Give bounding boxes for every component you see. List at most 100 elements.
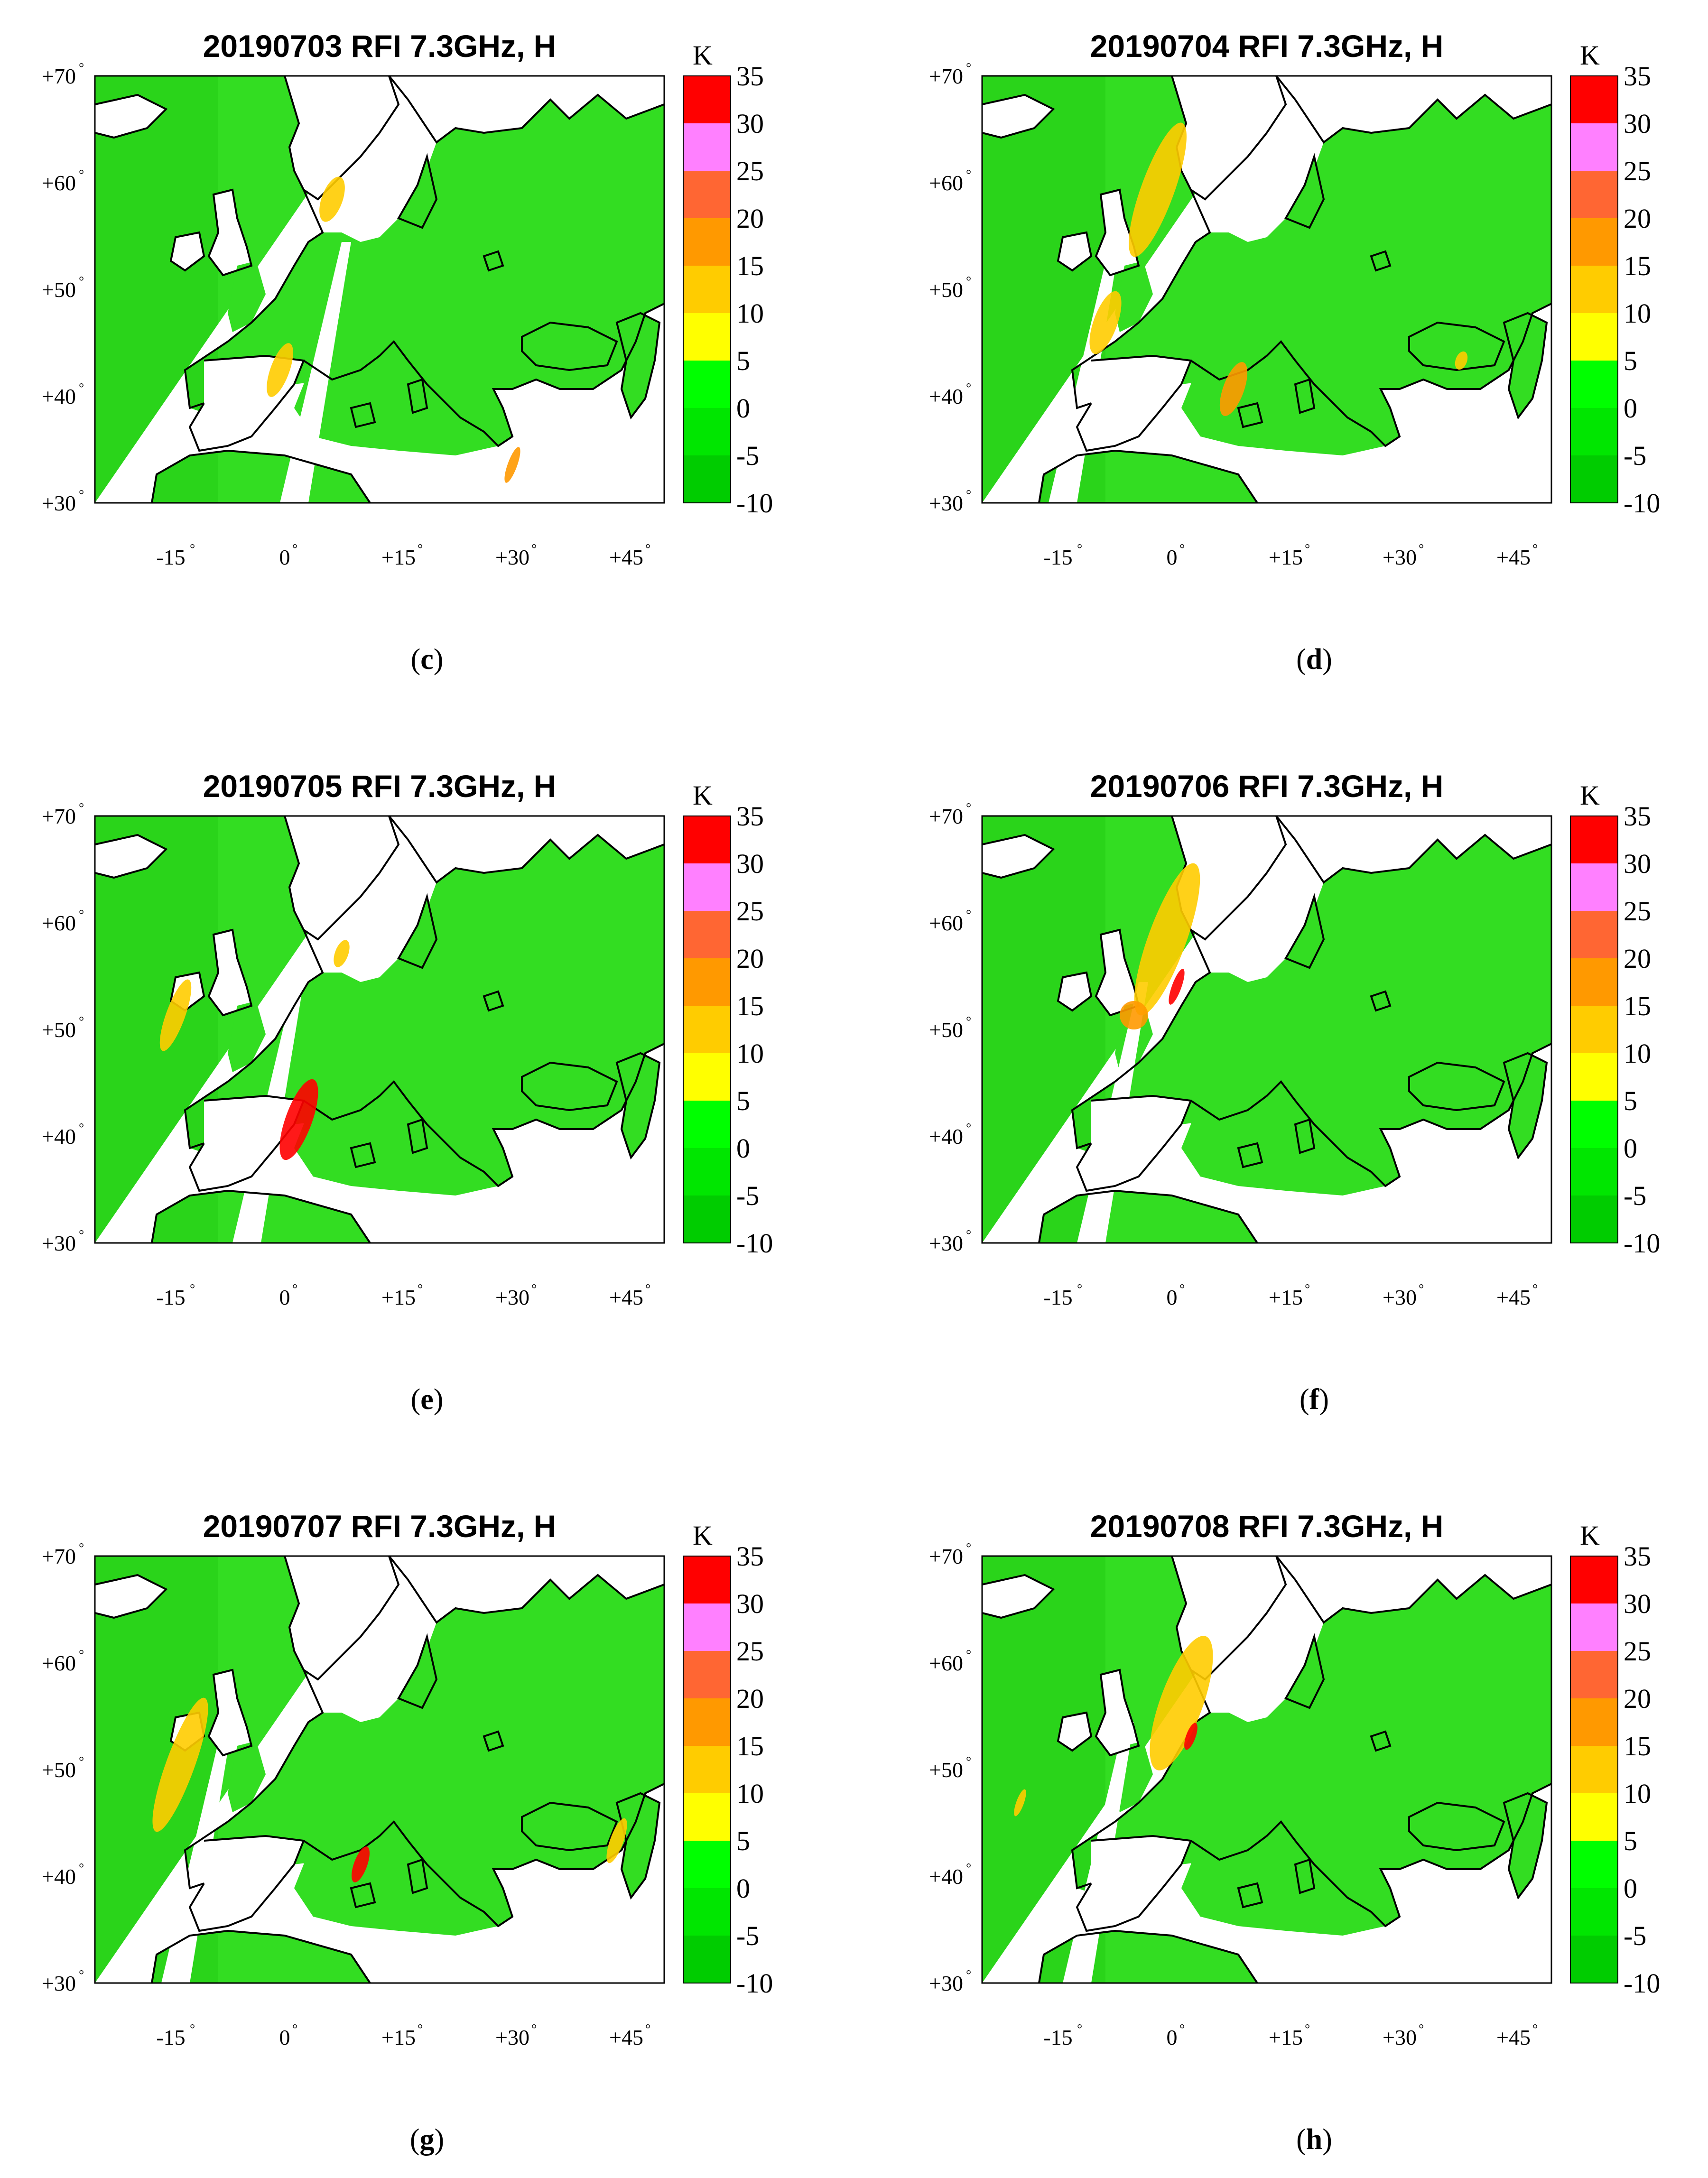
lon-tick-label: 0 [1167, 2025, 1178, 2049]
colorbar-tick-label: -10 [1624, 488, 1660, 519]
lat-tick-label: +50 [42, 1018, 76, 1042]
colorbar-band [1570, 1006, 1618, 1053]
colorbar-band [683, 1936, 731, 1983]
colorbar-tick-label: 0 [1624, 393, 1637, 424]
lon-tick-label: -15 [1043, 2025, 1072, 2049]
svg-text:°: ° [79, 488, 84, 502]
colorbar-tick-label: 5 [1624, 345, 1637, 376]
svg-text:°: ° [79, 61, 84, 75]
lat-tick-label: +50 [929, 1758, 963, 1782]
svg-text:°: ° [292, 2022, 297, 2037]
lat-tick-label: +40 [929, 1864, 963, 1889]
colorbar-tick-label: 0 [736, 393, 750, 424]
map-plot-area [94, 815, 665, 1244]
panel-caption: (f) [1300, 1383, 1329, 1416]
colorbar-tick-label: 15 [1624, 250, 1651, 281]
colorbar-tick-label: 0 [736, 1133, 750, 1164]
colorbar-tick-label: -10 [736, 1968, 773, 1999]
colorbar-tick-label: 5 [736, 345, 750, 376]
svg-text:°: ° [292, 1282, 297, 1297]
lon-tick-label: +30 [1383, 2025, 1417, 2049]
colorbar: 35 30 25 20 15 10 5 0 -5 -10 K [1570, 40, 1660, 519]
colorbar-band [683, 1053, 731, 1101]
colorbar-tick-label: 10 [736, 1778, 764, 1809]
lon-tick-label: +15 [1269, 1285, 1303, 1309]
colorbar: 35 30 25 20 15 10 5 0 -5 -10 K [1570, 780, 1660, 1259]
colorbar-band [1570, 1603, 1618, 1651]
lon-tick-label: +45 [1496, 2025, 1531, 2049]
colorbar-tick-label: 20 [736, 1683, 764, 1714]
colorbar-band [1570, 1556, 1618, 1603]
svg-text:°: ° [1305, 1282, 1310, 1297]
colorbar-band [1570, 1148, 1618, 1196]
colorbar-tick-label: 20 [736, 943, 764, 974]
colorbar-band [1570, 1196, 1618, 1243]
lon-tick-label: +45 [609, 2025, 643, 2049]
colorbar-unit: K [1580, 780, 1600, 811]
colorbar-tick-label: 20 [1624, 203, 1651, 234]
lon-tick-label: 0 [279, 2025, 290, 2049]
colorbar-tick-label: 25 [1624, 156, 1651, 186]
svg-text:°: ° [418, 2022, 423, 2037]
lon-tick-label: -15 [1043, 545, 1072, 569]
svg-text:°: ° [79, 1228, 84, 1242]
lat-tick-label: +40 [929, 1124, 963, 1149]
svg-text:°: ° [1179, 542, 1185, 556]
colorbar: 35 30 25 20 15 10 5 0 -5 -10 K [683, 780, 773, 1259]
colorbar-tick-label: 30 [736, 108, 764, 139]
colorbar-tick-label: 15 [736, 1731, 764, 1761]
panel-title: 20190704 RFI 7.3GHz, H [1090, 28, 1444, 64]
lon-tick-label: +45 [1496, 1285, 1531, 1309]
svg-text:°: ° [531, 2022, 537, 2037]
colorbar-band [1570, 408, 1618, 455]
lat-tick-label: +30 [929, 491, 963, 515]
colorbar-tick-label: -10 [736, 488, 773, 519]
svg-text:°: ° [79, 801, 84, 816]
svg-text:°: ° [1419, 1282, 1424, 1297]
svg-text:°: ° [418, 1282, 423, 1297]
colorbar: 35 30 25 20 15 10 5 0 -5 -10 K [683, 1520, 773, 1999]
colorbar-band [683, 455, 731, 503]
svg-text:°: ° [531, 542, 537, 556]
colorbar-band [1570, 1651, 1618, 1698]
svg-text:°: ° [79, 1014, 84, 1029]
colorbar-tick-label: 35 [736, 1541, 764, 1572]
colorbar-band [1570, 816, 1618, 863]
lon-tick-label: 0 [1167, 545, 1178, 569]
svg-text:°: ° [966, 1754, 971, 1769]
svg-text:°: ° [79, 274, 84, 289]
map-panel-c: 20190703 RFI 7.3GHz, H+70 °+60 °+50 °+40 °+3… [42, 28, 773, 676]
lon-tick-label: -15 [156, 2025, 185, 2049]
colorbar-tick-label: -5 [1624, 1920, 1646, 1951]
panel-caption: (e) [411, 1383, 444, 1416]
colorbar-unit: K [693, 780, 713, 811]
svg-text:°: ° [1532, 1282, 1538, 1297]
colorbar-tick-label: -5 [736, 440, 759, 471]
svg-text:°: ° [79, 167, 84, 182]
colorbar-band [683, 1556, 731, 1603]
svg-text:°: ° [966, 1014, 971, 1029]
colorbar-tick-label: 0 [1624, 1873, 1637, 1904]
lat-tick-label: +40 [42, 1124, 76, 1149]
svg-text:°: ° [966, 61, 971, 75]
colorbar-band [683, 123, 731, 171]
colorbar: 35 30 25 20 15 10 5 0 -5 -10 K [1570, 1520, 1660, 1999]
colorbar-tick-label: 35 [736, 61, 764, 92]
colorbar-tick-label: 10 [736, 1038, 764, 1069]
svg-text:°: ° [1532, 2022, 1538, 2037]
colorbar-band [683, 1793, 731, 1841]
colorbar-tick-label: 10 [736, 298, 764, 329]
colorbar-band [1570, 958, 1618, 1006]
lat-tick-label: +50 [42, 1758, 76, 1782]
colorbar-band [683, 218, 731, 266]
svg-text:°: ° [292, 542, 297, 556]
colorbar-band [683, 1006, 731, 1053]
lon-tick-label: +45 [1496, 545, 1531, 569]
colorbar-band [1570, 218, 1618, 266]
svg-text:°: ° [190, 2022, 195, 2037]
colorbar-tick-label: 5 [1624, 1826, 1637, 1856]
colorbar-band [683, 361, 731, 408]
map-plot-area [981, 815, 1552, 1244]
lon-tick-label: +30 [1383, 1285, 1417, 1309]
lon-tick-label: +15 [1269, 545, 1303, 569]
